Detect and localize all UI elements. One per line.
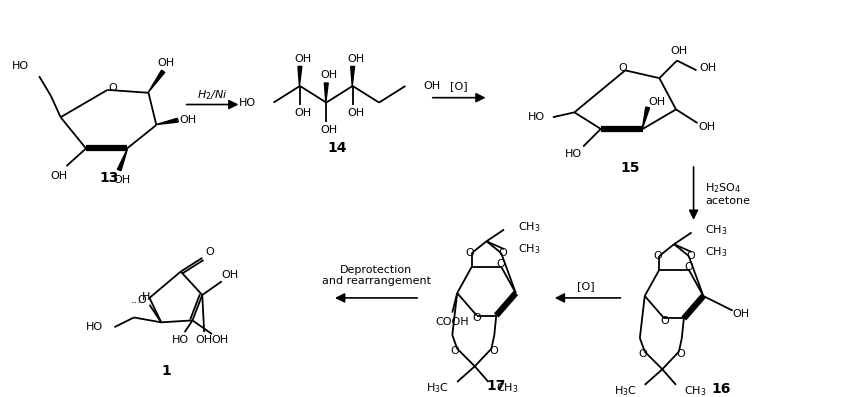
Text: HO: HO: [528, 112, 545, 122]
Polygon shape: [642, 107, 650, 129]
Text: OH: OH: [195, 335, 212, 345]
Text: OH: OH: [321, 70, 338, 80]
Polygon shape: [157, 118, 179, 125]
Text: OH: OH: [212, 335, 228, 345]
Text: OH: OH: [113, 175, 131, 185]
Text: H$_2$/Ni: H$_2$/Ni: [196, 88, 228, 102]
Text: H: H: [141, 292, 150, 302]
Text: O: O: [489, 346, 497, 356]
Text: HO: HO: [85, 322, 102, 332]
Text: ···: ···: [130, 298, 141, 308]
Text: O: O: [639, 349, 647, 358]
Text: O: O: [472, 314, 481, 324]
Text: OH: OH: [221, 270, 239, 280]
Text: OH: OH: [157, 58, 174, 69]
Text: CH$_3$: CH$_3$: [706, 224, 728, 237]
Text: 17: 17: [486, 379, 506, 393]
Text: 16: 16: [711, 382, 731, 396]
Text: COOH: COOH: [436, 317, 470, 328]
Text: OH: OH: [179, 115, 196, 125]
Polygon shape: [298, 66, 302, 86]
Text: HO: HO: [565, 149, 582, 159]
Text: OH: OH: [321, 125, 338, 135]
Text: O: O: [108, 83, 117, 93]
Text: Deprotection
and rearrangement: Deprotection and rearrangement: [321, 265, 431, 286]
Text: [O]: [O]: [450, 81, 468, 91]
Text: HO: HO: [173, 335, 190, 345]
Polygon shape: [148, 70, 165, 93]
Text: OH: OH: [700, 64, 717, 73]
Text: CH$_3$: CH$_3$: [497, 381, 519, 395]
Text: 14: 14: [327, 141, 347, 156]
Text: OH: OH: [50, 171, 67, 181]
Polygon shape: [324, 83, 328, 102]
Text: OH: OH: [423, 81, 440, 91]
Text: OH: OH: [732, 308, 749, 318]
Text: [O]: [O]: [577, 281, 595, 291]
Text: OH: OH: [294, 108, 311, 118]
Text: 1: 1: [162, 364, 171, 378]
Text: O: O: [653, 251, 662, 261]
Polygon shape: [118, 148, 128, 171]
Text: H$_3$C: H$_3$C: [426, 381, 449, 395]
Text: OH: OH: [670, 46, 688, 56]
Text: 15: 15: [620, 161, 640, 175]
Text: CH$_3$: CH$_3$: [684, 384, 706, 397]
Text: O: O: [686, 251, 695, 261]
Text: O: O: [684, 262, 693, 272]
Text: O: O: [451, 346, 459, 356]
Text: 13: 13: [100, 171, 119, 185]
Text: O: O: [206, 247, 214, 257]
Text: O: O: [619, 64, 628, 73]
Text: HO: HO: [12, 62, 30, 71]
Text: O: O: [465, 248, 475, 258]
Text: CH$_3$: CH$_3$: [518, 221, 541, 235]
Text: OH: OH: [347, 54, 364, 64]
Text: CH$_3$: CH$_3$: [518, 242, 541, 256]
Text: O: O: [137, 295, 146, 305]
Text: O: O: [499, 248, 508, 258]
Text: O: O: [497, 259, 506, 269]
Text: OH: OH: [649, 96, 666, 106]
Text: OH: OH: [294, 54, 311, 64]
Text: OH: OH: [699, 122, 716, 132]
Text: O: O: [660, 316, 668, 326]
Text: H$_2$SO$_4$
acetone: H$_2$SO$_4$ acetone: [706, 181, 750, 206]
Text: O: O: [677, 349, 685, 358]
Text: H$_3$C: H$_3$C: [614, 384, 637, 397]
Text: OH: OH: [347, 108, 364, 118]
Text: HO: HO: [239, 98, 256, 108]
Text: CH$_3$: CH$_3$: [706, 245, 728, 259]
Polygon shape: [351, 66, 354, 86]
